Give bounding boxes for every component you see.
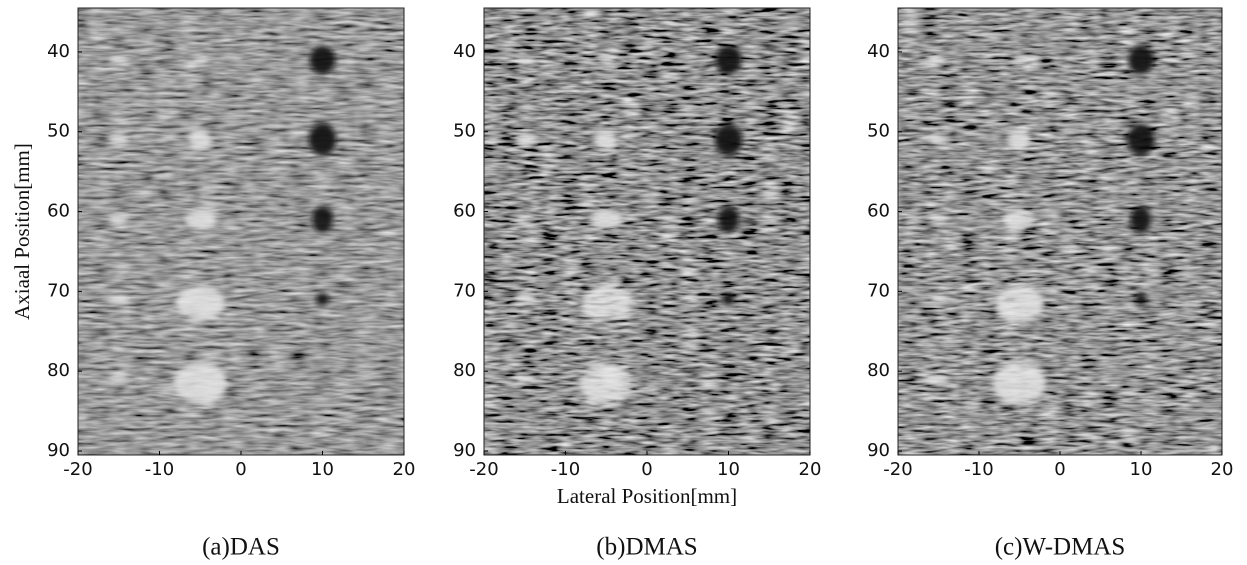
dark-cyst [1130, 205, 1152, 234]
bright-target [1003, 209, 1036, 230]
caption: (a)DAS [202, 534, 280, 561]
bright-target [108, 374, 130, 384]
x-tick-label: 10 [311, 459, 334, 480]
bright-target [594, 128, 618, 151]
y-tick-label: 80 [453, 360, 476, 381]
y-tick-label: 50 [867, 121, 890, 142]
ultrasound-image [77, 7, 405, 456]
x-tick-label: -20 [883, 459, 912, 480]
speckle [78, 8, 404, 455]
x-tick-label: -10 [551, 459, 580, 480]
bright-target [928, 55, 949, 64]
bright-target [514, 214, 535, 225]
bright-target [108, 294, 130, 305]
bright-target [927, 374, 950, 384]
y-axis-label: Axiaal Position[mm] [10, 143, 34, 320]
bright-target [928, 134, 949, 145]
dark-cyst [315, 292, 330, 306]
bright-target [192, 55, 209, 64]
dark-cyst [721, 292, 736, 306]
y-tick-label: 60 [47, 201, 70, 222]
x-tick-label: 0 [641, 459, 652, 480]
y-tick-label: 60 [453, 201, 476, 222]
bright-target [108, 134, 129, 145]
y-tick-label: 70 [453, 280, 476, 301]
bright-target [514, 294, 536, 305]
bright-target [108, 55, 129, 64]
x-tick-label: -20 [63, 459, 92, 480]
y-tick-label: 50 [47, 121, 70, 142]
bright-target [514, 134, 535, 145]
y-tick-label: 70 [867, 280, 890, 301]
speckle [484, 8, 810, 455]
x-tick-label: 10 [1130, 459, 1153, 480]
dark-cyst [715, 45, 742, 75]
x-tick-label: 20 [1211, 459, 1234, 480]
speckle [898, 8, 1222, 455]
x-tick-label: 20 [393, 459, 416, 480]
dark-cyst [714, 123, 743, 156]
y-tick-label: 60 [867, 201, 890, 222]
dark-cyst [309, 45, 336, 75]
x-tick-label: 0 [235, 459, 246, 480]
y-tick-label: 80 [47, 360, 70, 381]
bright-target [183, 209, 217, 230]
y-tick-label: 90 [47, 440, 70, 461]
dark-cyst [1127, 123, 1155, 156]
y-tick-label: 40 [867, 41, 890, 62]
bright-target [927, 294, 950, 305]
caption: (c)W-DMAS [995, 534, 1126, 561]
bright-target [188, 128, 212, 151]
bright-target [514, 374, 536, 384]
dark-cyst [308, 123, 337, 156]
x-tick-label: 10 [717, 459, 740, 480]
x-tick-label: -10 [145, 459, 174, 480]
ultrasound-image [483, 7, 811, 456]
bright-target [992, 362, 1047, 404]
x-tick-label: 0 [1054, 459, 1065, 480]
bright-target [581, 284, 631, 322]
dark-cyst [717, 205, 740, 234]
ultrasound-image [897, 7, 1223, 456]
bright-target [108, 214, 129, 225]
y-tick-label: 90 [453, 440, 476, 461]
bright-target [1008, 128, 1031, 151]
bright-target [579, 362, 634, 404]
x-tick-label: -20 [469, 459, 498, 480]
bright-target [514, 55, 535, 64]
dark-cyst [1134, 292, 1148, 306]
caption: (b)DMAS [596, 534, 697, 561]
bright-target [1011, 55, 1028, 64]
dark-cyst [311, 205, 334, 234]
x-tick-label: -10 [964, 459, 993, 480]
bright-target [598, 55, 615, 64]
x-axis-label: Lateral Position[mm] [557, 484, 737, 508]
y-tick-label: 40 [47, 41, 70, 62]
y-tick-label: 40 [453, 41, 476, 62]
x-tick-label: 20 [799, 459, 822, 480]
bright-target [928, 214, 949, 225]
bright-target [995, 284, 1044, 322]
y-tick-label: 70 [47, 280, 70, 301]
bright-target [589, 209, 623, 230]
y-tick-label: 50 [453, 121, 476, 142]
dark-cyst [1128, 45, 1154, 75]
bright-target [175, 284, 225, 322]
bright-target [173, 362, 228, 404]
y-tick-label: 80 [867, 360, 890, 381]
y-tick-label: 90 [867, 440, 890, 461]
